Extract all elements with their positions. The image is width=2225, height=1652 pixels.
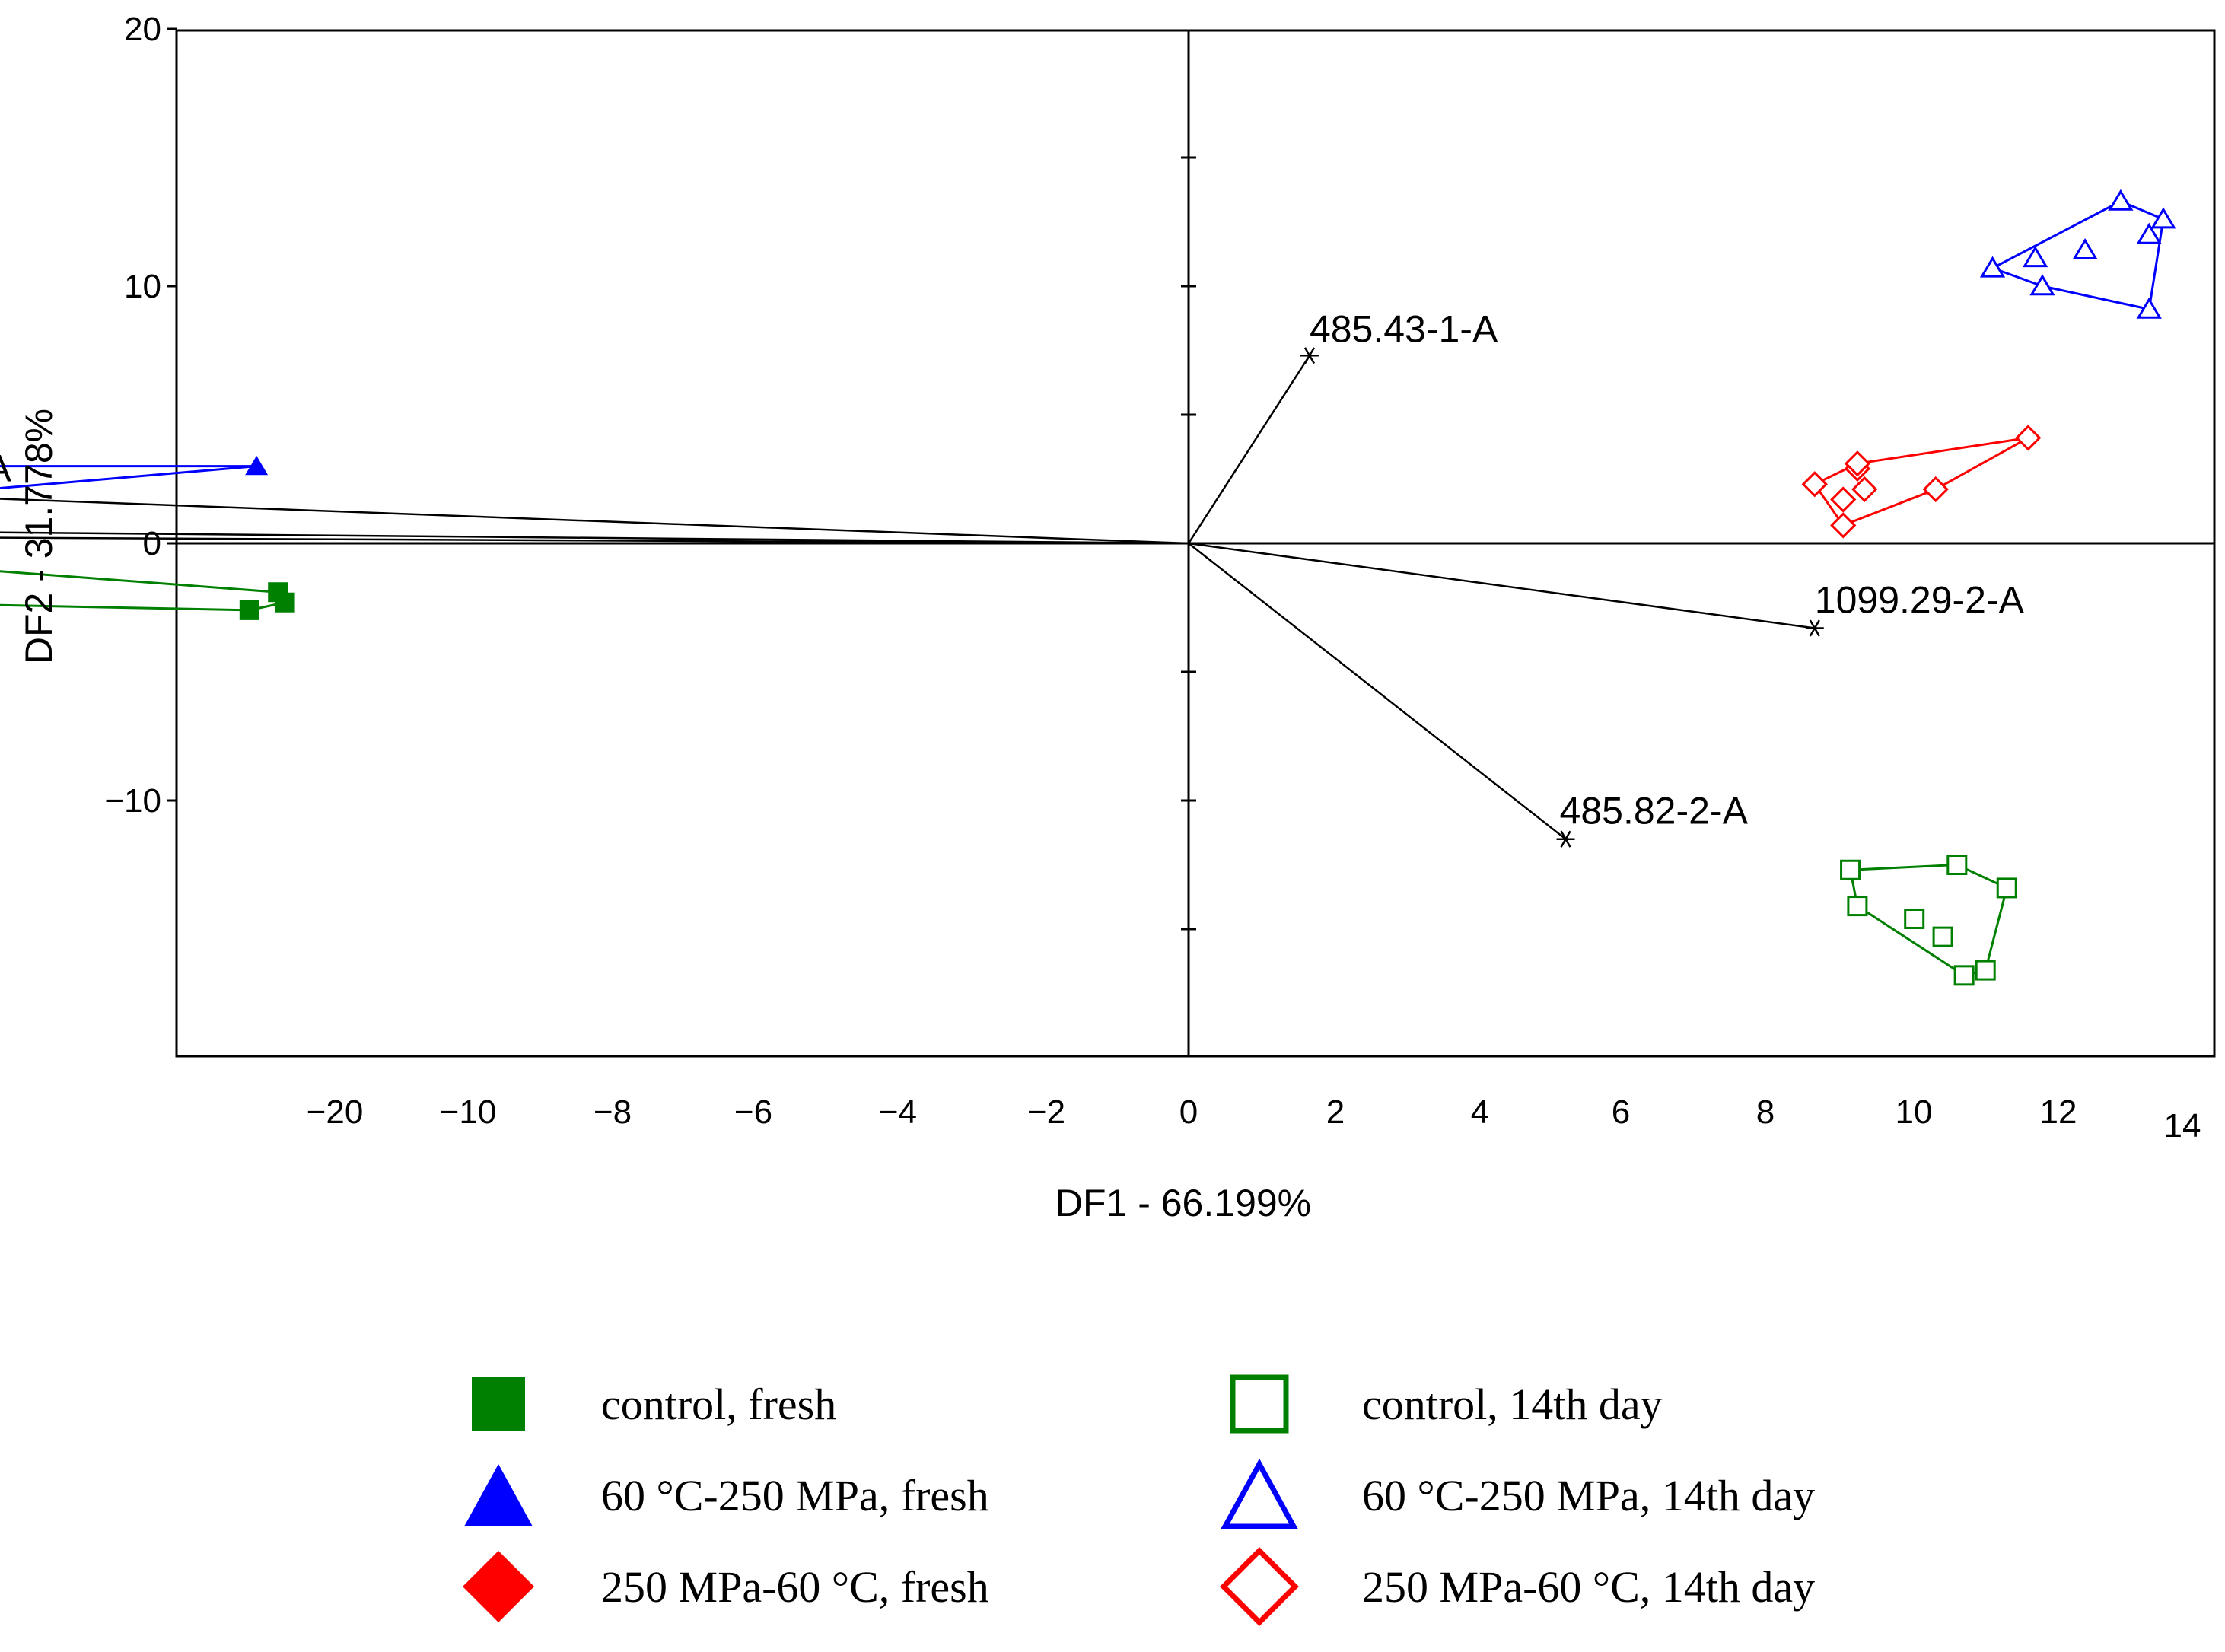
data-point bbox=[2072, 237, 2098, 259]
data-point bbox=[1996, 877, 2017, 899]
legend: control, fresh 60 °C-250 MPa, fresh 250 … bbox=[457, 1362, 1902, 1636]
legend-item: control, fresh bbox=[457, 1362, 836, 1446]
legend-marker-shape bbox=[1221, 1458, 1298, 1529]
data-point bbox=[1844, 450, 1871, 477]
data-point bbox=[1830, 486, 1857, 513]
vector-line bbox=[0, 498, 1189, 545]
vector-end-asterisk bbox=[1300, 347, 1319, 364]
asterisk-stroke bbox=[1809, 619, 1820, 637]
vector-line bbox=[1188, 542, 1815, 629]
y-tick-label: 20 bbox=[124, 11, 161, 48]
vector-end-asterisk bbox=[1556, 830, 1575, 848]
legend-marker-shape bbox=[464, 1464, 533, 1526]
legend-label: control, fresh bbox=[601, 1379, 837, 1429]
vector-line bbox=[1188, 543, 1567, 840]
x-tick-label: 2 bbox=[1326, 1093, 1345, 1131]
legend-marker-open-triangle-icon bbox=[1221, 1458, 1298, 1529]
data-point bbox=[1953, 965, 1975, 986]
data-point bbox=[275, 592, 295, 613]
y-tick-label: 0 bbox=[143, 525, 161, 562]
legend-marker-open-square-icon bbox=[1230, 1374, 1289, 1434]
x-tick-label: −6 bbox=[734, 1093, 772, 1131]
data-point bbox=[1946, 855, 1968, 875]
legend-item: 250 MPa-60 °C, 14th day bbox=[1218, 1545, 1815, 1628]
vector-line bbox=[0, 531, 1189, 545]
plot-frame bbox=[167, 27, 2216, 1058]
legend-marker-filled-triangle-icon bbox=[464, 1464, 533, 1526]
legend-marker-filled-square-icon bbox=[472, 1377, 525, 1431]
vector-line bbox=[1187, 355, 1311, 544]
group-hull bbox=[1813, 436, 2029, 527]
data-point bbox=[2108, 189, 2134, 211]
legend-label: 250 MPa-60 °C, 14th day bbox=[1362, 1561, 1816, 1612]
legend-item: 60 °C-250 MPa, 14th day bbox=[1218, 1453, 1815, 1537]
vector-line bbox=[0, 536, 1189, 545]
data-point bbox=[1801, 471, 1828, 498]
vector-end-asterisk bbox=[1805, 619, 1824, 637]
x-tick-label: −4 bbox=[879, 1093, 917, 1131]
x-tick-label: −8 bbox=[594, 1093, 632, 1131]
x-tick-label: 12 bbox=[2040, 1093, 2077, 1131]
loading-vectors: 485.43-1-A 1099.29-2-A 485.82-2-A 574.19-2-… bbox=[0, 307, 2025, 848]
data-point bbox=[1904, 908, 1925, 929]
data-point bbox=[1847, 896, 1868, 917]
x-tick-label: −10 bbox=[440, 1093, 497, 1131]
legend-marker-shape bbox=[463, 1551, 534, 1622]
group-hull bbox=[1989, 199, 2165, 311]
legend-marker-filled-diamond-icon bbox=[463, 1551, 534, 1622]
x-axis-title: DF1 - 66.199% bbox=[1055, 1182, 1311, 1224]
data-point bbox=[1979, 256, 2006, 278]
df-scatter-chart: 485.43-1-A 1099.29-2-A 485.82-2-A 574.19-2-… bbox=[0, 11, 2216, 1224]
y-tick-label: 10 bbox=[124, 268, 161, 305]
y-tick-label: −10 bbox=[104, 782, 161, 820]
vector-label: 1099.29-2-A bbox=[1815, 579, 2025, 622]
x-tick-label: −20 bbox=[307, 1093, 364, 1131]
group-hull bbox=[0, 465, 257, 490]
legend-label: 60 °C-250 MPa, fresh bbox=[601, 1470, 989, 1520]
x-tick-label: 8 bbox=[1756, 1093, 1775, 1131]
data-point bbox=[1840, 859, 1861, 880]
data-point bbox=[1830, 512, 1857, 539]
legend-label: 60 °C-250 MPa, 14th day bbox=[1362, 1470, 1816, 1520]
x-tick-label: 0 bbox=[1179, 1093, 1198, 1131]
data-point bbox=[1922, 476, 1949, 503]
legend-label: control, 14th day bbox=[1362, 1379, 1663, 1429]
vector-label: 485.43-1-A bbox=[1310, 307, 1498, 350]
data-point bbox=[1932, 926, 1953, 947]
data-point bbox=[239, 600, 259, 620]
legend-label: 250 MPa-60 °C, fresh bbox=[601, 1561, 989, 1612]
legend-marker-shape bbox=[1230, 1374, 1289, 1434]
data-point bbox=[2150, 207, 2176, 229]
data-point bbox=[2023, 246, 2048, 268]
data-point bbox=[2136, 297, 2162, 319]
legend-item: control, 14th day bbox=[1218, 1362, 1663, 1446]
group-hull bbox=[1848, 863, 2009, 977]
legend-marker-open-diamond-icon bbox=[1220, 1547, 1299, 1626]
legend-item: 60 °C-250 MPa, fresh bbox=[457, 1453, 989, 1537]
vector-label: 574.19-2-A bbox=[0, 447, 11, 489]
data-point bbox=[2029, 274, 2055, 296]
data-point bbox=[1975, 960, 1996, 981]
y-axis-title: DF2 - 31.778% bbox=[18, 409, 60, 664]
legend-item: 250 MPa-60 °C, fresh bbox=[457, 1545, 989, 1628]
x-tick-label: −2 bbox=[1027, 1093, 1065, 1131]
legend-marker-shape bbox=[1220, 1547, 1299, 1626]
legend-marker-shape bbox=[472, 1377, 525, 1431]
data-point bbox=[2015, 425, 2042, 451]
data-point bbox=[2136, 222, 2162, 244]
x-tick-label: 10 bbox=[1896, 1093, 1933, 1131]
x-tick-label: 4 bbox=[1471, 1093, 1489, 1131]
x-tick-label: 14 bbox=[2164, 1107, 2201, 1144]
asterisk-stroke bbox=[1560, 830, 1571, 848]
asterisk-stroke bbox=[1303, 347, 1316, 364]
data-point bbox=[1851, 476, 1878, 503]
data-point bbox=[245, 455, 269, 476]
vector-label: 485.82-2-A bbox=[1560, 790, 1749, 832]
data-points bbox=[239, 189, 2176, 986]
x-tick-label: 6 bbox=[1612, 1093, 1630, 1131]
